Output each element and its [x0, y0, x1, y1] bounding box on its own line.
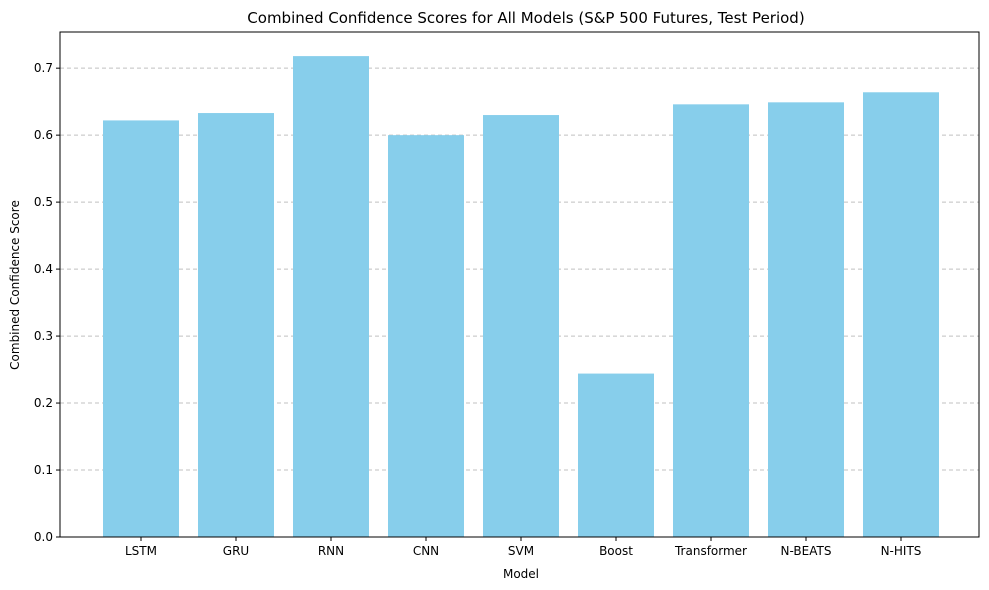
x-tick-label: Transformer [674, 544, 747, 558]
bar [198, 113, 274, 538]
y-tick-label: 0.2 [34, 396, 53, 410]
x-tick-label: SVM [508, 544, 534, 558]
bar [863, 92, 939, 538]
y-tick-label: 0.7 [34, 61, 53, 75]
y-axis-title: Combined Confidence Score [8, 200, 22, 370]
y-tick-label: 0.5 [34, 195, 53, 209]
y-ticks: 0.0 0.1 0.2 0.3 0.4 0.5 0.6 0.7 [34, 61, 60, 544]
bars [103, 56, 939, 538]
x-tick-label: N-BEATS [781, 544, 832, 558]
x-ticks: LSTM GRU RNN CNN SVM Boost Transformer N-BEATS N… [125, 537, 921, 558]
bar [103, 120, 179, 538]
bar [578, 373, 654, 537]
y-tick-label: 0.4 [34, 262, 53, 276]
chart-title: Combined Confidence Scores for All Model… [247, 9, 804, 27]
bar [293, 56, 369, 538]
bar [673, 104, 749, 537]
x-tick-label: GRU [223, 544, 249, 558]
y-tick-label: 0.3 [34, 329, 53, 343]
x-tick-label: Boost [599, 544, 633, 558]
bar [768, 102, 844, 537]
bar [388, 135, 464, 537]
plot-frame [59, 31, 980, 538]
x-tick-label: LSTM [125, 544, 157, 558]
y-tick-label: 0.6 [34, 128, 53, 142]
x-axis-title: Model [503, 567, 539, 581]
axes [59, 31, 980, 538]
y-tick-label: 0.0 [34, 530, 53, 544]
x-tick-label: RNN [318, 544, 344, 558]
x-tick-label: N-HITS [881, 544, 922, 558]
bar [483, 115, 559, 537]
y-tick-label: 0.1 [34, 463, 53, 477]
x-tick-label: CNN [413, 544, 439, 558]
